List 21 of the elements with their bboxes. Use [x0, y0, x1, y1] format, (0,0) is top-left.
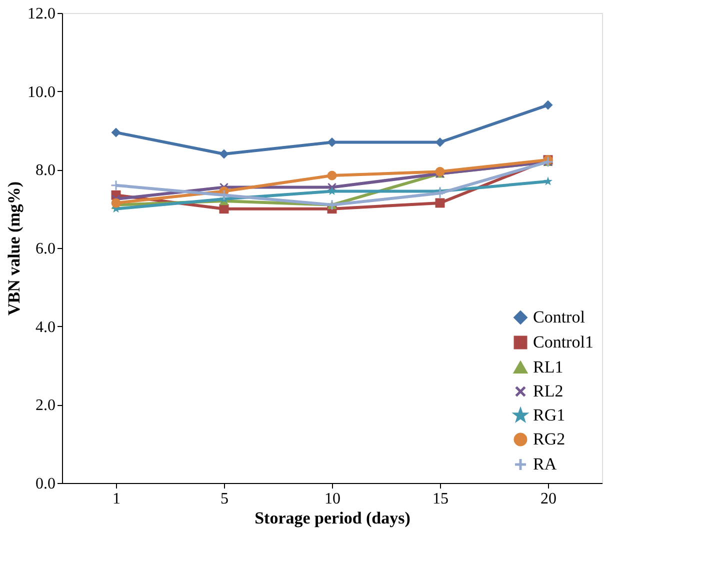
legend-label: Control1 — [533, 332, 594, 352]
y-tick-label: 4.0 — [36, 318, 56, 336]
legend-label: Control — [533, 308, 586, 326]
y-tick-label: 12.0 — [28, 6, 56, 22]
x-tick-label: 10 — [324, 490, 340, 508]
y-tick-label: 2.0 — [36, 397, 56, 414]
y-axis-title: VBN value (mg%) — [4, 181, 24, 316]
x-tick-label: 15 — [432, 490, 448, 508]
x-axis-title: Storage period (days) — [254, 508, 410, 528]
legend-label: RG1 — [533, 406, 566, 424]
y-tick-label: 0.0 — [36, 476, 56, 492]
legend-label: RL2 — [533, 382, 564, 400]
legend-label: RL1 — [533, 358, 564, 376]
x-tick-label: 5 — [220, 490, 228, 508]
legend-label: RG2 — [533, 430, 566, 448]
x-tick-label: 20 — [540, 490, 556, 508]
x-tick-label: 1 — [112, 490, 120, 508]
y-tick-label: 6.0 — [36, 240, 56, 258]
y-tick-label: 10.0 — [28, 84, 56, 101]
legend-label: RA — [533, 454, 558, 474]
y-tick-label: 8.0 — [36, 162, 56, 180]
